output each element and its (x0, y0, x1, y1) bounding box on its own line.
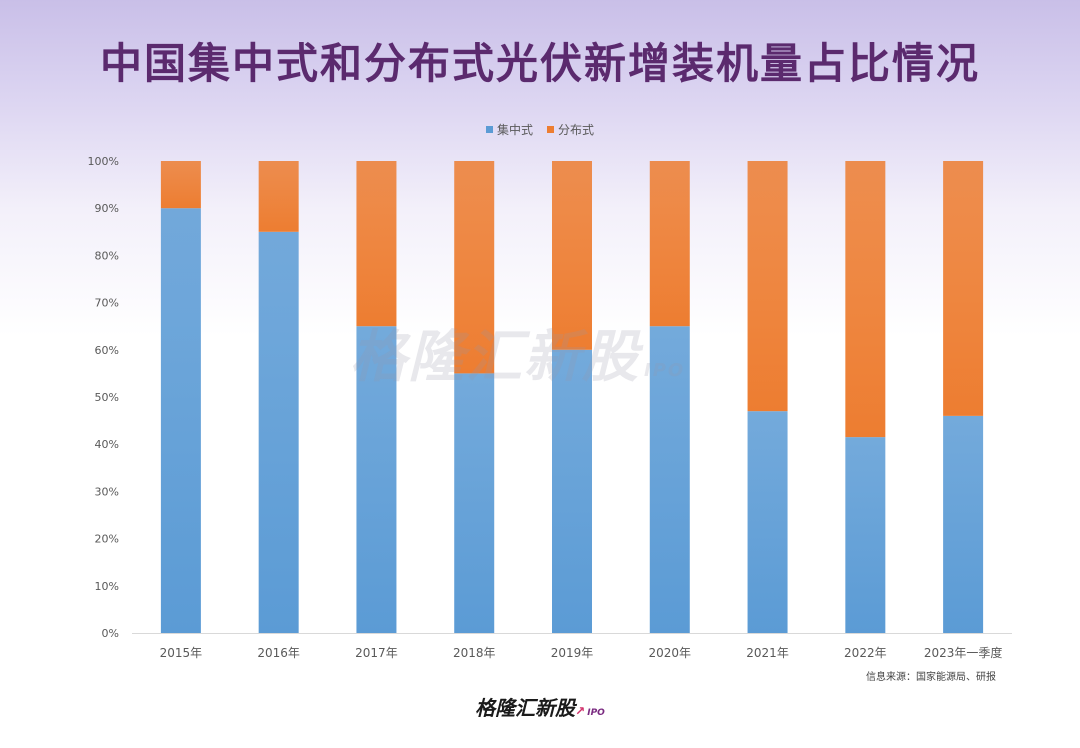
bar-distributed (552, 161, 592, 350)
y-tick-label: 0% (102, 627, 119, 640)
y-tick-label: 70% (95, 297, 119, 310)
legend-item-centralized: 集中式 (485, 121, 533, 138)
bar-centralized (454, 373, 495, 633)
logo-text: 格隆汇新股 (475, 696, 576, 720)
legend-label-centralized: 集中式 (496, 123, 533, 137)
y-tick-label: 60% (95, 344, 119, 357)
y-tick-label: 10% (95, 580, 119, 593)
y-tick-label: 90% (95, 202, 119, 215)
y-tick-label: 40% (95, 438, 119, 451)
y-tick-label: 80% (95, 249, 119, 262)
y-tick-label: 100% (88, 155, 119, 168)
x-tick-label: 2018年 (453, 646, 496, 660)
bar-distributed (649, 161, 690, 327)
bar-centralized (845, 437, 886, 633)
bar-distributed (258, 161, 299, 232)
x-tick-label: 2015年 (160, 646, 203, 660)
bar-centralized (356, 326, 397, 633)
legend-item-distributed: 分布式 (547, 121, 594, 138)
bar-centralized (943, 415, 984, 633)
x-tick-label: 2019年 (551, 646, 594, 660)
bar-centralized (160, 208, 201, 633)
x-tick-label: 2022年 (844, 646, 887, 660)
x-tick-label: 2023年一季度 (924, 645, 1003, 660)
bar-distributed (160, 161, 201, 209)
bar-distributed (845, 161, 886, 438)
y-tick-label: 20% (95, 533, 119, 546)
bar-distributed (454, 161, 495, 374)
chart-title: 中国集中式和分布式光伏新增装机量占比情况 (99, 39, 980, 88)
bar-distributed (356, 161, 397, 327)
x-tick-label: 2017年 (355, 646, 398, 660)
x-tick-label: 2021年 (746, 646, 789, 660)
legend-label-distributed: 分布式 (558, 123, 595, 137)
brand-logo: 格隆汇新股↗ IPO (0, 692, 1080, 721)
trend-arrow-icon: ↗ (575, 704, 586, 718)
x-tick-label: 2016年 (257, 646, 300, 660)
y-tick-label: 50% (95, 391, 119, 404)
bar-centralized (649, 326, 690, 633)
bar-centralized (552, 349, 592, 633)
bar-distributed (943, 161, 984, 416)
x-tick-label: 2020年 (649, 646, 692, 660)
bar-centralized (258, 231, 299, 634)
legend-swatch-distributed (547, 126, 554, 133)
bar-centralized (747, 411, 788, 633)
bar-distributed (747, 161, 788, 412)
y-tick-label: 30% (95, 485, 119, 498)
legend-swatch-centralized (485, 126, 493, 133)
logo-tag: IPO (587, 708, 605, 718)
source-note: 信息来源：国家能源局、研报 (866, 672, 996, 683)
chart-legend: 集中式 分布式 (0, 121, 1080, 138)
